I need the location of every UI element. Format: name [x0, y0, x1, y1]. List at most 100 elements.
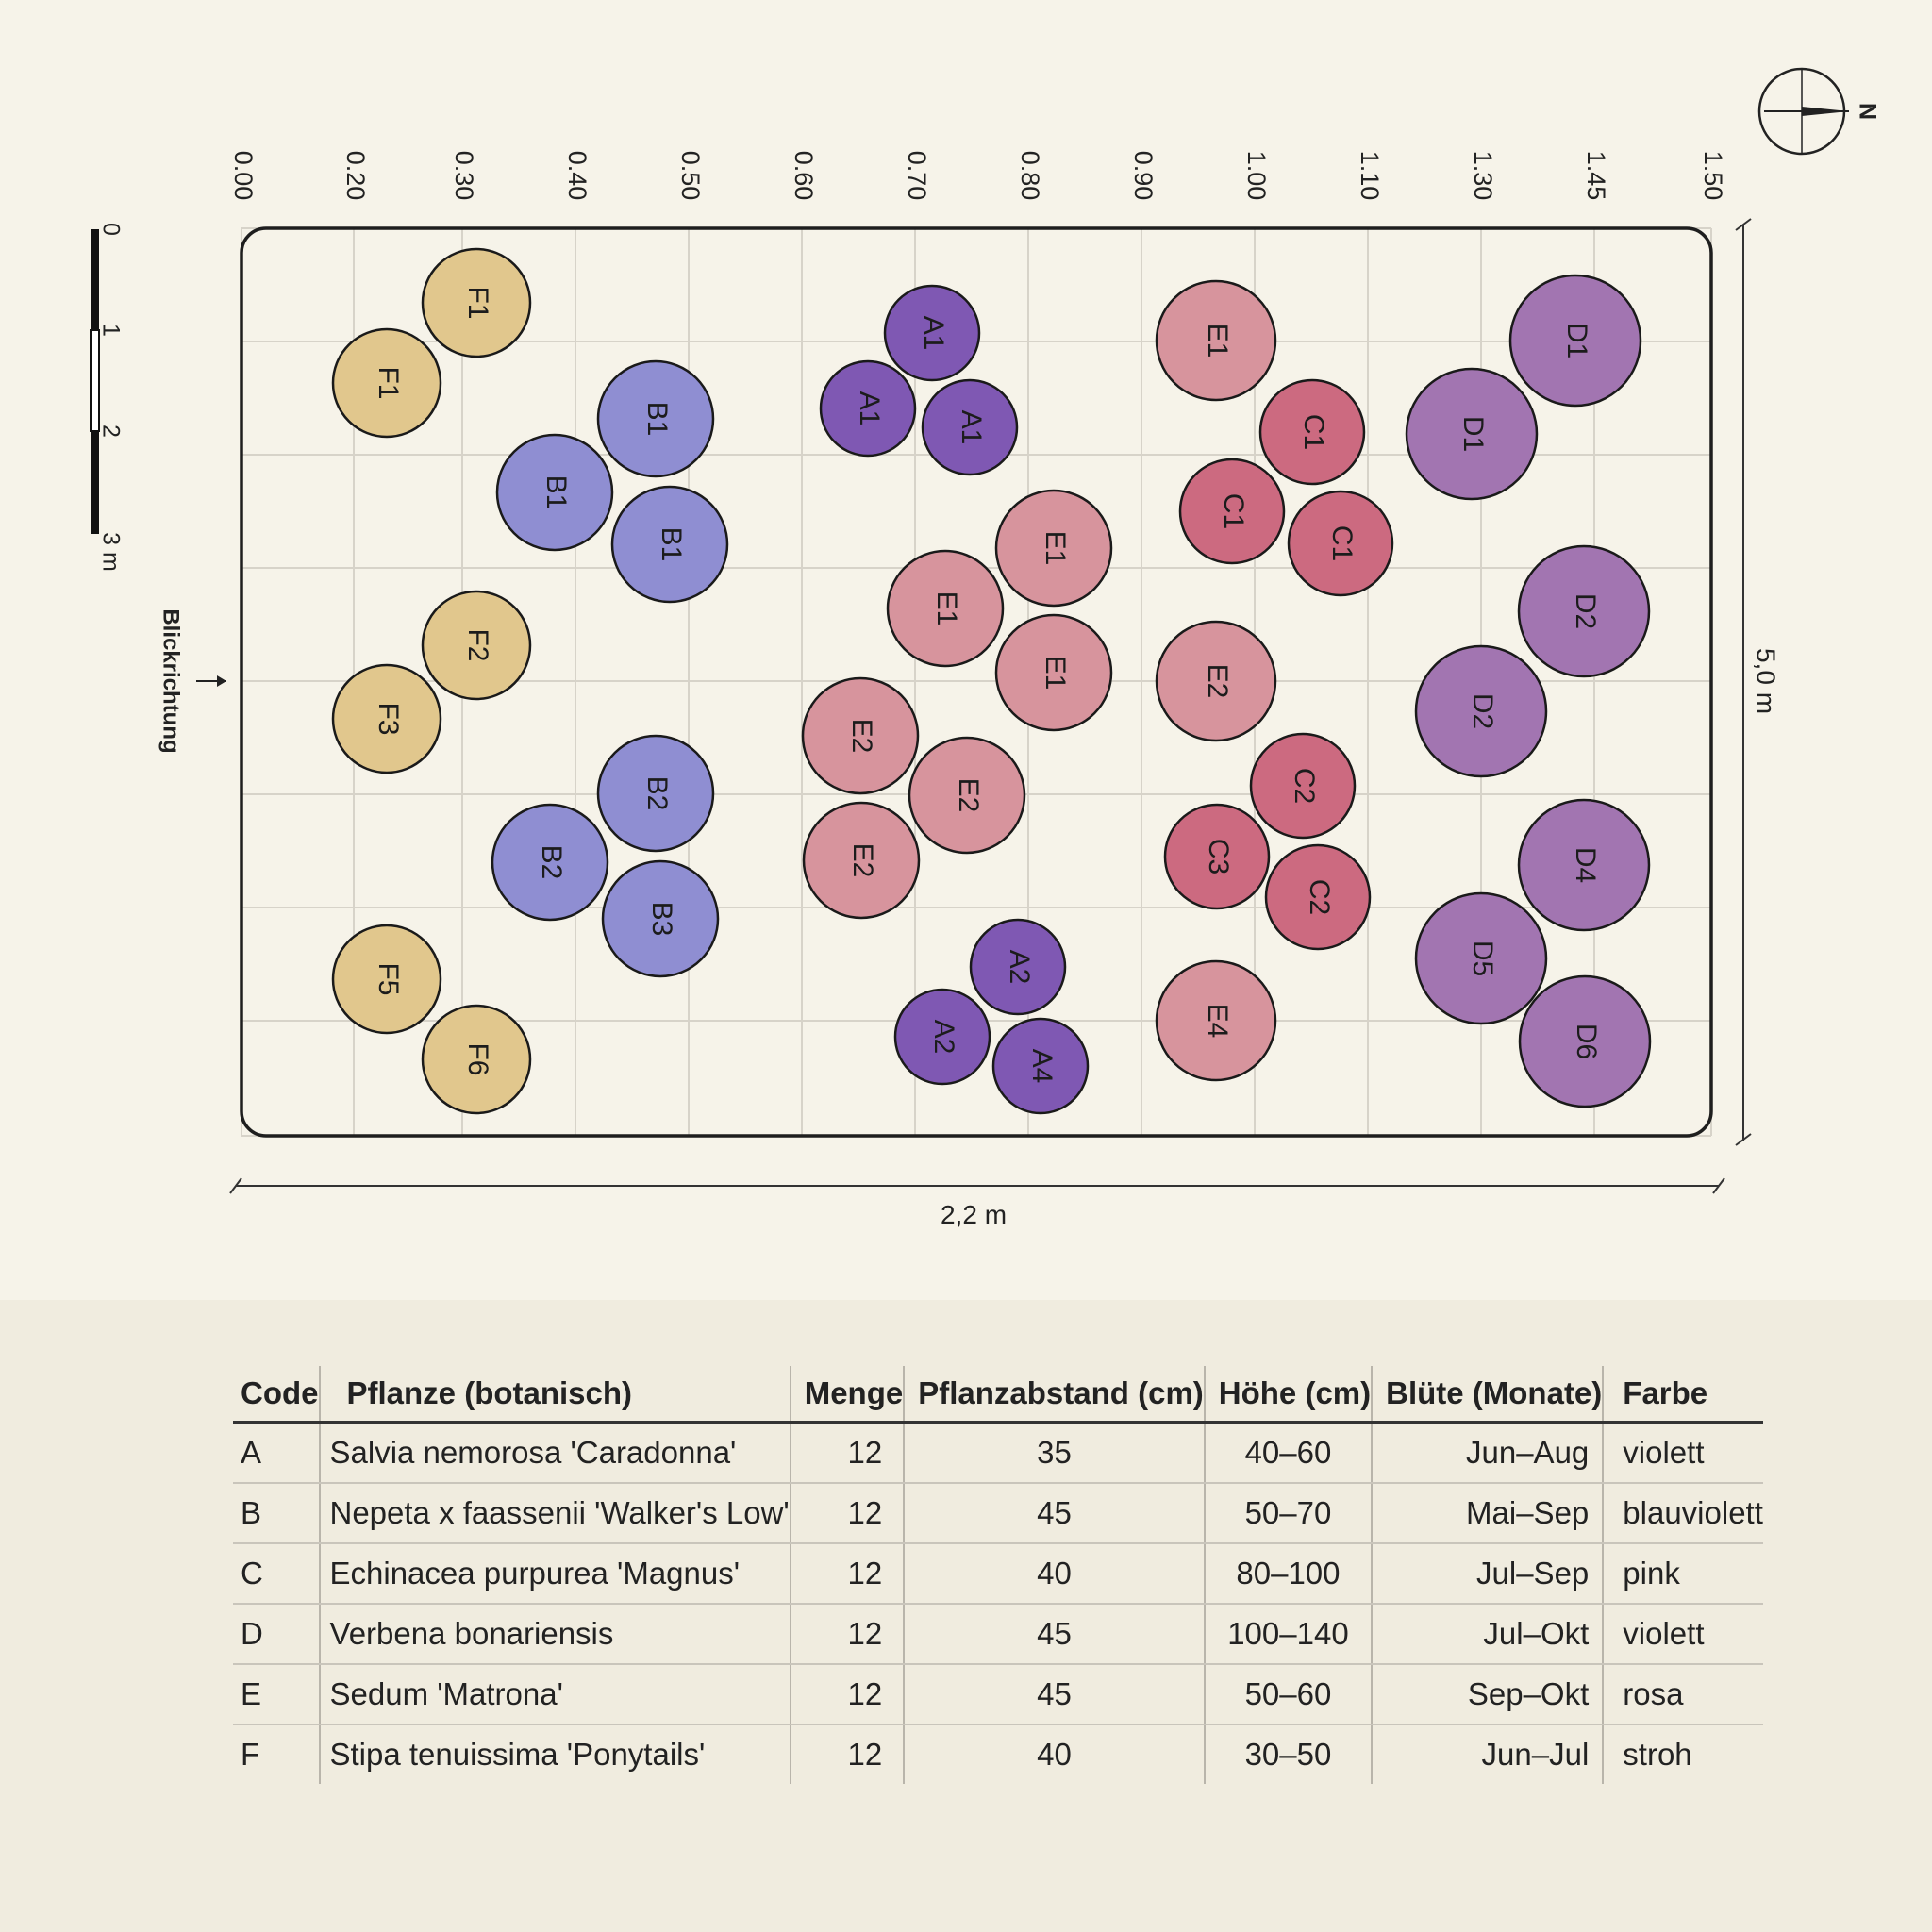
plant-label: B1 — [641, 402, 673, 437]
axis-tick-label: 1.10 — [1356, 151, 1384, 201]
plant-circle — [1155, 279, 1277, 402]
cell-code: D — [233, 1604, 320, 1665]
plant-label: D2 — [1467, 693, 1498, 729]
plant-c: C2 — [1249, 732, 1357, 840]
plant-b: B2 — [491, 803, 609, 922]
cell-abstand: 45 — [903, 1664, 1205, 1725]
plant-label: F1 — [373, 366, 404, 399]
cell-name: Verbena bonariensis — [318, 1604, 791, 1665]
header-farbe: Farbe — [1602, 1366, 1763, 1424]
table-row: C Echinacea purpurea 'Magnus' 12 40 80–1… — [233, 1543, 1763, 1605]
cell-farbe: pink — [1602, 1543, 1763, 1605]
plant-circle — [994, 613, 1113, 732]
plant-label: D1 — [1561, 323, 1592, 358]
axis-tick-label: 0.70 — [903, 151, 931, 201]
plant-f: F1 — [331, 327, 442, 439]
plant-c: C2 — [1264, 843, 1372, 951]
plant-label: E4 — [1202, 1004, 1233, 1039]
plant-label: A1 — [918, 316, 949, 351]
cell-name: Nepeta x faassenii 'Walker's Low' — [318, 1483, 791, 1544]
plant-a: A4 — [991, 1017, 1090, 1115]
plant-d: D4 — [1517, 798, 1651, 932]
plant-b: B1 — [495, 433, 614, 552]
plant-circle — [421, 590, 532, 701]
plant-label: D4 — [1570, 847, 1601, 883]
plant-label: E1 — [1040, 531, 1071, 566]
width-dimension-label: 2,2 m — [941, 1200, 1007, 1229]
plant-circle — [1258, 378, 1366, 486]
dimension-tick — [1712, 1177, 1725, 1194]
plant-a: A2 — [969, 918, 1067, 1016]
plant-b: B3 — [601, 859, 720, 978]
plant-circle — [1414, 644, 1548, 778]
plant-label: A1 — [854, 391, 885, 426]
cell-hoehe: 100–140 — [1203, 1604, 1373, 1665]
scale-label-3: 3 m — [97, 532, 124, 572]
plant-b: B1 — [596, 359, 715, 478]
axis-tick-label: 1.50 — [1699, 151, 1727, 201]
cell-name: Echinacea purpurea 'Magnus' — [318, 1543, 791, 1605]
cell-hoehe: 80–100 — [1203, 1543, 1373, 1605]
axis-tick-label: 1.45 — [1582, 151, 1610, 201]
compass-label: N — [1854, 103, 1880, 120]
plant-c: C1 — [1258, 378, 1366, 486]
plant-circle — [1264, 843, 1372, 951]
plant-e: E2 — [802, 801, 921, 920]
plant-label: A2 — [1004, 950, 1035, 985]
arrow-right-icon — [217, 675, 226, 687]
scale-label-2: 2 — [97, 425, 124, 438]
plant-label: D5 — [1467, 941, 1498, 976]
axis-tick-label: 0.30 — [450, 151, 478, 201]
plant-a: A1 — [819, 359, 917, 458]
bed-outline — [240, 226, 1713, 1138]
plant-circle — [991, 1017, 1090, 1115]
header-bluete: Blüte (Monate) — [1371, 1366, 1604, 1424]
axis-tick-label: 0.80 — [1016, 151, 1044, 201]
cell-menge: 12 — [789, 1543, 905, 1605]
plant-label: B1 — [656, 527, 687, 562]
plant-circle — [883, 284, 981, 382]
cell-bluete: Sep–Okt — [1371, 1664, 1604, 1725]
plant-b: B2 — [596, 734, 715, 853]
scale-label-1: 1 — [97, 324, 124, 337]
cell-farbe: violett — [1602, 1422, 1763, 1484]
plant-circle — [1163, 803, 1271, 910]
cell-abstand: 45 — [903, 1483, 1205, 1544]
length-dimension-label: 5,0 m — [1752, 648, 1781, 714]
plant-label: B3 — [646, 902, 677, 937]
header-name: Pflanze (botanisch) — [318, 1366, 791, 1424]
compass: N — [1757, 67, 1880, 156]
table-row: B Nepeta x faassenii 'Walker's Low' 12 4… — [233, 1483, 1763, 1544]
plant-f: F3 — [331, 663, 442, 774]
cell-code: A — [233, 1422, 320, 1484]
plant-f: F1 — [421, 247, 532, 358]
plant-c: C1 — [1287, 490, 1394, 597]
dimension-tick — [229, 1177, 242, 1194]
axis-tick-label: 0.00 — [229, 151, 258, 201]
view-direction: Blickrichtung — [158, 608, 226, 754]
cell-abstand: 45 — [903, 1604, 1205, 1665]
plant-circle — [969, 918, 1067, 1016]
dimension-tick — [1735, 218, 1752, 231]
plant-label: A2 — [928, 1020, 959, 1055]
cell-menge: 12 — [789, 1724, 905, 1784]
plant-circle — [601, 859, 720, 978]
plant-label: C1 — [1218, 493, 1249, 529]
scale-bar-segment — [91, 431, 99, 534]
plant-circle — [1517, 798, 1651, 932]
plant-label: F1 — [462, 286, 493, 319]
plant-d: D1 — [1508, 274, 1642, 408]
plant-e: E1 — [994, 489, 1113, 608]
table-row: F Stipa tenuissima 'Ponytails' 12 40 30–… — [233, 1724, 1763, 1784]
length-dimension: 5,0 m — [1735, 218, 1781, 1146]
plant-label: E1 — [1040, 656, 1071, 691]
cell-menge: 12 — [789, 1422, 905, 1484]
header-hoehe: Höhe (cm) — [1203, 1366, 1373, 1424]
cell-hoehe: 50–60 — [1203, 1664, 1373, 1725]
cell-bluete: Jun–Jul — [1371, 1724, 1604, 1784]
plant-label: B2 — [536, 845, 567, 880]
axis-tick-label: 0.40 — [563, 151, 591, 201]
view-direction-label: Blickrichtung — [158, 608, 184, 753]
cell-code: C — [233, 1543, 320, 1605]
cell-bluete: Jul–Sep — [1371, 1543, 1604, 1605]
